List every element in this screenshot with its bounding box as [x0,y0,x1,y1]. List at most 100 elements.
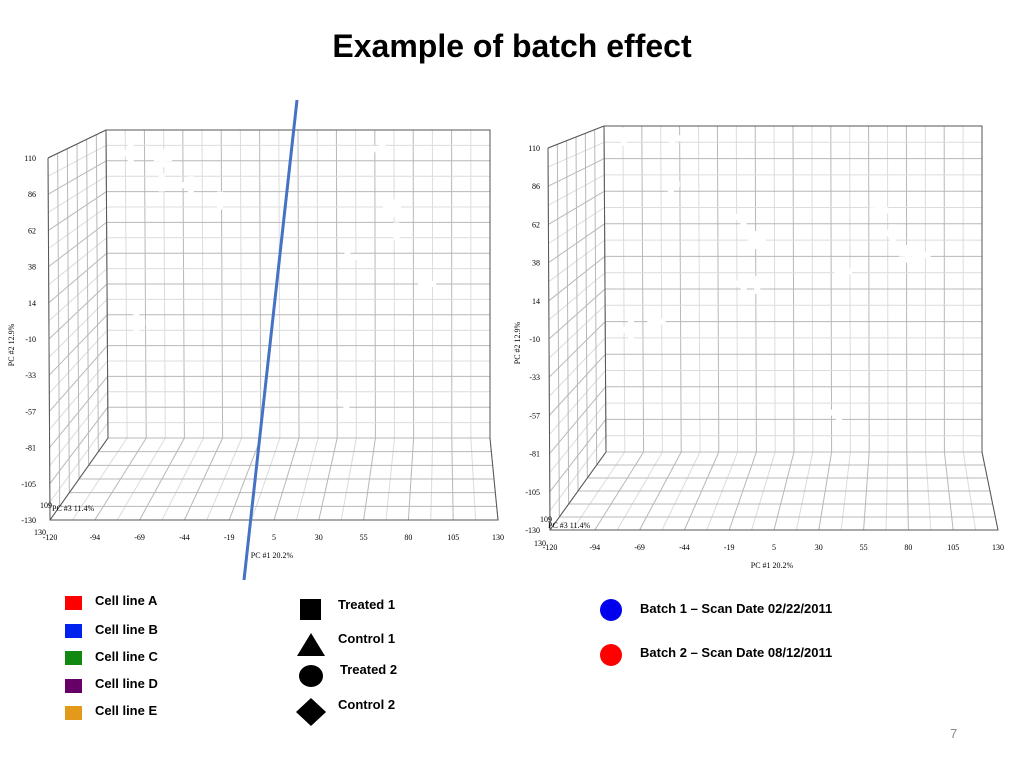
batch-label: Batch 1 – Scan Date 02/22/2011 [640,601,833,616]
data-point [836,403,843,422]
y-axis-label: PC #2 12.9% [7,323,16,366]
gridline [76,143,80,480]
x-tick-label: -120 [43,533,58,542]
data-point [876,201,883,220]
data-point [158,173,165,192]
data-point [669,129,676,148]
x-tick-label: -69 [634,543,645,552]
gridline [66,148,70,493]
y-tick-label: -81 [529,450,540,459]
cell-line-label: Cell line C [95,649,158,664]
data-point [159,149,166,168]
shape-label: Control 2 [338,697,396,712]
data-point [889,224,896,243]
z-tick-label: 130 [534,539,546,548]
y-tick-label: 14 [532,297,540,306]
data-point [393,222,400,241]
x-tick-label: 5 [772,543,776,552]
y-tick-label: -130 [21,516,36,525]
z-tick-label: 130 [34,528,46,537]
y-tick-label: 38 [28,263,36,272]
x-tick-label: 55 [860,543,868,552]
batch-label: Batch 2 – Scan Date 08/12/2011 [640,645,833,660]
cell-line-swatch [65,624,82,638]
triangle-icon [297,633,325,656]
data-point [754,231,761,250]
circle-icon [299,665,323,687]
y-tick-label: -33 [529,373,540,382]
x-tick-label: 80 [904,543,912,552]
data-point [653,312,660,331]
y-tick-label: -130 [525,526,540,535]
x-tick-label: 30 [815,543,823,552]
gridline [57,153,61,507]
x-tick-label: 80 [404,533,412,542]
batch-marker [600,599,622,621]
gridline [566,140,570,505]
data-point [667,175,674,194]
x-axis-label: PC #1 20.2% [251,551,294,560]
data-point [424,275,431,293]
cell-line-swatch [65,679,82,693]
x-tick-label: -94 [89,533,100,542]
x-tick-label: 130 [492,533,504,542]
y-axis-label: PC #2 12.9% [513,321,522,364]
gridline [594,129,598,466]
plot-outline [47,129,491,438]
x-axis-label: PC #1 20.2% [751,561,794,570]
x-tick-label: 55 [360,533,368,542]
data-point [918,246,925,265]
x-tick-label: -19 [724,543,735,552]
y-tick-label: -10 [529,335,540,344]
x-tick-label: 130 [992,543,1004,552]
y-tick-label: -105 [21,480,36,489]
data-point [379,140,386,159]
plot-outline [105,129,109,439]
x-tick-label: -120 [543,543,558,552]
diamond-icon [296,698,326,726]
cell-line-label: Cell line D [95,676,158,691]
z-axis-label: PC #3 11.4% [548,521,590,530]
y-tick-label: 110 [528,144,540,153]
x-tick-label: -44 [679,543,690,552]
plot-outline [49,437,109,521]
gridline [584,133,588,479]
data-point [754,275,761,294]
plot-outline [547,147,999,531]
data-point [344,248,351,267]
y-tick-label: -105 [525,488,540,497]
gridline [95,134,99,452]
z-tick-label: 109 [540,515,552,524]
data-point [905,244,912,263]
plot-outline [47,157,499,521]
x-tick-label: -69 [134,533,145,542]
z-axis-label: PC #3 11.4% [52,504,94,513]
page-number: 7 [950,726,958,741]
gridline [556,144,560,518]
batch-marker [600,644,622,666]
data-point [620,127,627,146]
x-tick-label: -44 [179,533,190,542]
cell-line-label: Cell line E [95,703,158,718]
x-tick-label: 105 [947,543,959,552]
data-point [133,313,140,332]
cell-line-swatch [65,596,82,610]
y-tick-label: -33 [25,371,36,380]
data-point [187,176,194,195]
square-icon [300,599,321,620]
shape-label: Treated 1 [338,597,396,612]
data-point [840,262,847,281]
gridline [86,139,90,466]
cell-line-swatch [65,651,82,665]
y-tick-label: 38 [532,259,540,268]
cell-line-swatch [65,706,82,720]
z-tick-label: 109 [40,501,52,510]
cell-line-label: Cell line A [95,593,158,608]
batch-divider-line [242,99,299,581]
data-point [627,320,634,339]
x-tick-label: 30 [315,533,323,542]
y-tick-label: 62 [28,226,36,235]
x-tick-label: 105 [447,533,459,542]
y-tick-label: 86 [28,190,36,199]
